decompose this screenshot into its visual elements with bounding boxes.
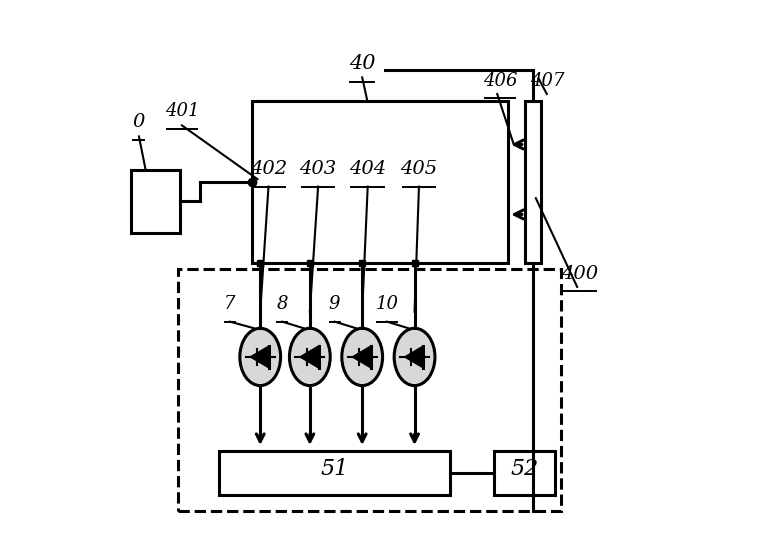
Polygon shape xyxy=(300,346,319,368)
Text: 40: 40 xyxy=(349,54,375,73)
Text: 403: 403 xyxy=(300,160,337,178)
Text: 405: 405 xyxy=(400,160,437,178)
Ellipse shape xyxy=(342,329,382,386)
Bar xyxy=(525,101,541,263)
Text: 400: 400 xyxy=(561,264,598,283)
Text: 9: 9 xyxy=(329,295,341,313)
Ellipse shape xyxy=(240,329,281,386)
Bar xyxy=(219,450,450,495)
Polygon shape xyxy=(405,346,423,368)
Polygon shape xyxy=(352,346,371,368)
Bar xyxy=(252,101,509,263)
Polygon shape xyxy=(250,346,269,368)
Ellipse shape xyxy=(289,329,330,386)
Bar xyxy=(131,170,180,233)
Text: 7: 7 xyxy=(224,295,235,313)
Ellipse shape xyxy=(394,329,435,386)
Text: 51: 51 xyxy=(320,458,349,480)
Text: 404: 404 xyxy=(349,160,386,178)
Text: 406: 406 xyxy=(483,71,517,90)
Text: 10: 10 xyxy=(375,295,399,313)
Text: 402: 402 xyxy=(250,160,287,178)
Text: 52: 52 xyxy=(511,458,539,480)
Text: 401: 401 xyxy=(165,102,199,120)
Bar xyxy=(177,269,560,511)
Text: 8: 8 xyxy=(276,295,288,313)
Text: 407: 407 xyxy=(529,71,564,90)
Text: 0: 0 xyxy=(133,113,146,131)
Bar xyxy=(495,450,555,495)
